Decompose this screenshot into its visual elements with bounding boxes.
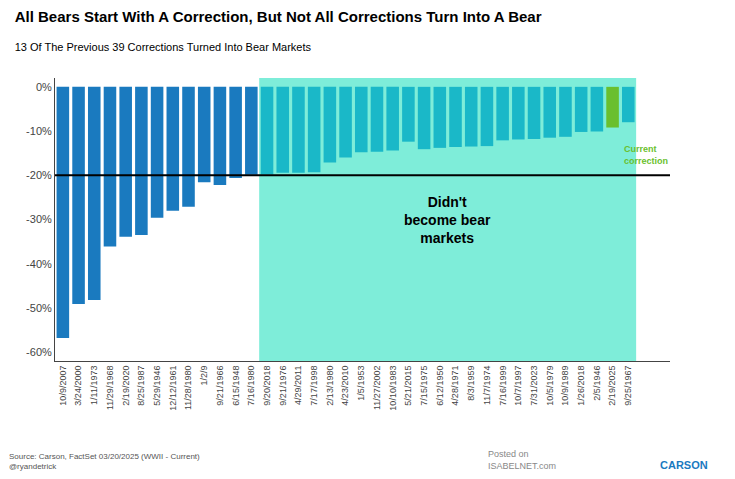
svg-text:-20%: -20% (26, 169, 52, 181)
svg-text:12/12/1961: 12/12/1961 (168, 366, 178, 411)
svg-text:13 Of The Previous 39 Correcti: 13 Of The Previous 39 Corrections Turned… (15, 41, 312, 53)
svg-text:9/20/2018: 9/20/2018 (262, 366, 272, 406)
svg-text:CARSON: CARSON (660, 459, 708, 471)
svg-text:9/21/1966: 9/21/1966 (215, 366, 225, 406)
svg-text:10/5/1979: 10/5/1979 (545, 366, 555, 406)
svg-text:1/26/2018: 1/26/2018 (576, 366, 586, 406)
svg-text:6/12/1950: 6/12/1950 (435, 366, 445, 406)
svg-text:1/11/1973: 1/11/1973 (89, 366, 99, 405)
svg-text:-30%: -30% (26, 213, 52, 225)
svg-text:7/31/2023: 7/31/2023 (529, 366, 539, 406)
svg-text:2/19/2025: 2/19/2025 (608, 366, 618, 406)
svg-text:5/21/2015: 5/21/2015 (403, 366, 413, 406)
svg-text:1/5/1953: 1/5/1953 (356, 366, 366, 401)
svg-text:7/15/1975: 7/15/1975 (419, 366, 429, 406)
svg-text:6/15/1948: 6/15/1948 (231, 366, 241, 406)
svg-text:8/25/1987: 8/25/1987 (136, 366, 146, 406)
svg-text:11/27/2002: 11/27/2002 (372, 366, 382, 410)
svg-text:-60%: -60% (26, 346, 52, 358)
svg-text:4/23/2010: 4/23/2010 (340, 366, 350, 406)
svg-text:10/9/1989: 10/9/1989 (560, 366, 570, 406)
svg-text:11/7/1974: 11/7/1974 (482, 366, 492, 405)
svg-text:10/10/1983: 10/10/1983 (388, 366, 398, 411)
svg-text:2/19/2020: 2/19/2020 (121, 366, 131, 406)
svg-text:5/29/1946: 5/29/1946 (152, 366, 162, 406)
svg-text:4/28/1971: 4/28/1971 (450, 366, 460, 406)
svg-text:-50%: -50% (26, 302, 52, 314)
svg-text:1/2/9: 1/2/9 (199, 366, 209, 386)
svg-text:Posted onISABELNET.com: Posted onISABELNET.com (488, 449, 556, 471)
svg-text:-40%: -40% (26, 258, 52, 270)
svg-text:11/28/1980: 11/28/1980 (183, 366, 193, 410)
svg-text:3/24/2000: 3/24/2000 (73, 366, 83, 406)
svg-text:10/9/2007: 10/9/2007 (58, 366, 68, 406)
svg-text:7/16/1980: 7/16/1980 (246, 366, 256, 406)
svg-text:10/7/1997: 10/7/1997 (513, 366, 523, 406)
svg-text:Currentcorrection: Currentcorrection (624, 144, 668, 166)
svg-text:Source: Carson, FactSet 03/20/: Source: Carson, FactSet 03/20/2025 (WWII… (9, 452, 200, 471)
svg-text:9/25/1967: 9/25/1967 (623, 366, 633, 406)
svg-text:2/5/1946: 2/5/1946 (592, 366, 602, 401)
svg-text:All Bears Start With A Correct: All Bears Start With A Correction, But N… (15, 8, 542, 25)
svg-text:8/3/1959: 8/3/1959 (466, 366, 476, 401)
svg-text:11/29/1968: 11/29/1968 (105, 366, 115, 410)
svg-text:7/17/1998: 7/17/1998 (309, 366, 319, 406)
svg-text:Didn'tbecome bearmarkets: Didn'tbecome bearmarkets (404, 194, 491, 246)
svg-text:0%: 0% (36, 81, 52, 93)
svg-text:2/13/1980: 2/13/1980 (325, 366, 335, 406)
svg-text:7/16/1999: 7/16/1999 (498, 366, 508, 406)
svg-text:4/29/2011: 4/29/2011 (293, 366, 303, 405)
svg-text:9/21/1976: 9/21/1976 (278, 366, 288, 406)
svg-text:-10%: -10% (26, 125, 52, 137)
